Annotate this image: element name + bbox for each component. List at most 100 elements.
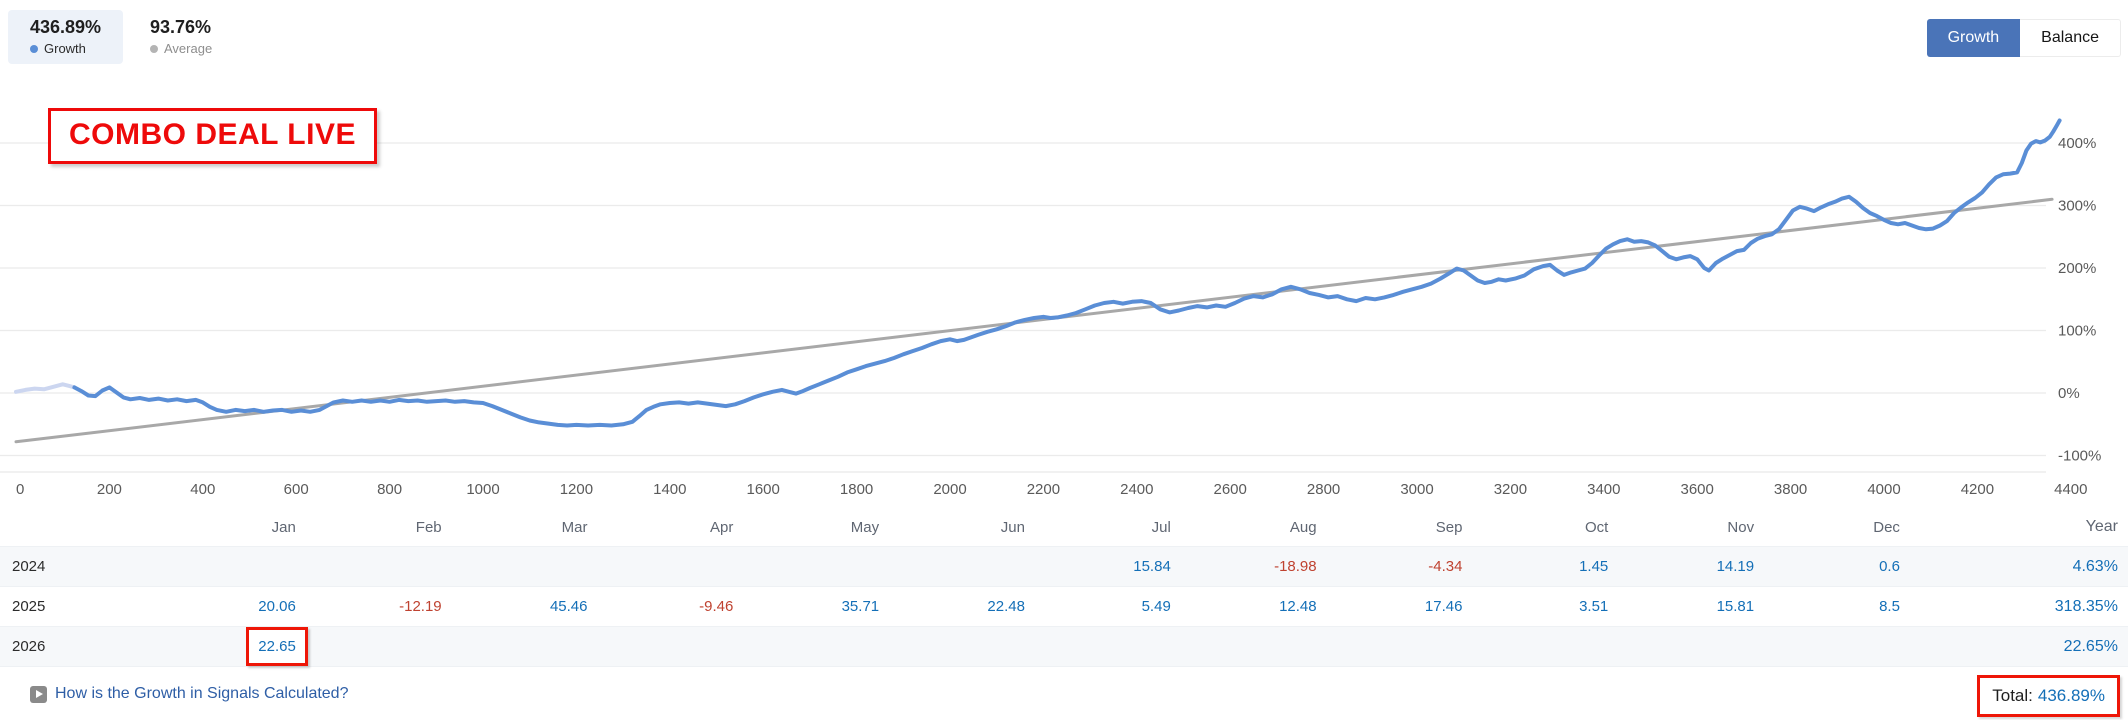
average-legend-dot-icon xyxy=(150,44,158,53)
month-value-cell: 8.5 xyxy=(1754,598,1900,615)
footer: How is the Growth in Signals Calculated?… xyxy=(0,666,2128,720)
x-axis-label: 3000 xyxy=(1400,481,1433,498)
combo-deal-annotation: COMBO DEAL LIVE xyxy=(48,108,377,164)
year-total-cell: 4.63% xyxy=(1900,558,2128,576)
total-growth-box: Total: 436.89% xyxy=(1977,675,2120,717)
x-axis-label: 2200 xyxy=(1027,481,1060,498)
month-value: -18.98 xyxy=(1274,558,1317,575)
month-value-cell: 12.48 xyxy=(1171,598,1317,615)
x-axis-label: 800 xyxy=(377,481,402,498)
row-year-label: 2024 xyxy=(12,558,46,575)
month-header-cell: Sep xyxy=(1435,518,1463,536)
month-value: 35.71 xyxy=(841,598,880,615)
growth-chart: 400% 300% 200% 100% 0% -100% 0 200 400 600 800 1000… xyxy=(0,118,2101,498)
highlight-red-box: 22.65 xyxy=(246,627,308,666)
total-value: 436.89% xyxy=(2037,686,2105,705)
growth-stat-label: Growth xyxy=(44,41,86,56)
month-value-cell: -4.34 xyxy=(1317,558,1463,575)
x-axis-label: 3200 xyxy=(1494,481,1527,498)
month-value: 22.48 xyxy=(987,598,1025,615)
y-axis-label: 200% xyxy=(2058,260,2096,277)
month-header-cell: May xyxy=(850,518,880,536)
x-axis-label: 3800 xyxy=(1774,481,1807,498)
balance-button[interactable]: Balance xyxy=(2020,19,2121,57)
month-value: 15.84 xyxy=(1133,558,1171,575)
year-total-value: 22.65% xyxy=(2063,637,2118,655)
month-value: 0.6 xyxy=(1879,558,1900,575)
month-header-cell: Aug xyxy=(1289,518,1317,536)
x-axis-label: 1400 xyxy=(653,481,686,498)
month-header-row: Jan Feb Mar Apr May Jun Jul Aug Sep Oct Nov Dec Year xyxy=(0,508,2128,546)
x-axis-label: 600 xyxy=(284,481,309,498)
table-row-2024: 2024 15.84 -18.98 -4.34 1.45 14.19 0.6 4.63% xyxy=(0,546,2128,586)
row-year-label: 2026 xyxy=(12,638,46,655)
month-value: 22.65 xyxy=(258,638,296,655)
total-label: Total: xyxy=(1992,686,2033,705)
growth-calculation-help-link[interactable]: How is the Growth in Signals Calculated? xyxy=(30,685,348,703)
month-value-cell: -9.46 xyxy=(587,598,733,615)
month-value-cell: 5.49 xyxy=(1025,598,1171,615)
month-value: 14.19 xyxy=(1716,558,1755,575)
x-axis-label: 0 xyxy=(16,481,24,498)
series-trend xyxy=(14,197,2054,444)
growth-stat-tab[interactable]: 436.89% Growth xyxy=(8,10,124,64)
x-axis-label: 3600 xyxy=(1681,481,1714,498)
x-axis-label: 4200 xyxy=(1961,481,1994,498)
x-axis-label: 400 xyxy=(190,481,215,498)
month-header-cell: Jun xyxy=(1000,518,1025,536)
chart-mode-toggle: Growth Balance xyxy=(1926,19,2121,57)
x-axis-label: 1800 xyxy=(840,481,873,498)
series-pale-start xyxy=(14,382,77,394)
average-stat-label: Average xyxy=(164,41,213,56)
month-value: 15.81 xyxy=(1716,598,1755,615)
y-axis-label: 400% xyxy=(2058,135,2096,152)
month-header-cell: Jan xyxy=(271,518,296,536)
growth-stat-value: 436.89% xyxy=(30,17,102,37)
month-value-cell: 3.51 xyxy=(1462,598,1608,615)
x-axis-label: 1600 xyxy=(747,481,780,498)
month-value-cell: 45.46 xyxy=(442,598,588,615)
month-value-cell: 17.46 xyxy=(1317,598,1463,615)
month-value: 12.48 xyxy=(1279,598,1317,615)
month-header-cell: Feb xyxy=(415,518,442,536)
month-value-cell: 20.06 xyxy=(150,598,296,615)
month-value-cell: 1.45 xyxy=(1462,558,1608,575)
growth-legend-dot-icon xyxy=(30,44,38,53)
month-value: 8.5 xyxy=(1879,598,1900,615)
help-link-label: How is the Growth in Signals Calculated? xyxy=(55,685,349,702)
month-header-cell: Nov xyxy=(1727,518,1755,536)
month-value: -12.19 xyxy=(399,598,442,615)
month-header-cell: Apr xyxy=(709,518,734,536)
month-header-cell: Dec xyxy=(1873,518,1900,536)
month-value-cell: -18.98 xyxy=(1171,558,1317,575)
table-row-2026: 2026 22.65 22.65% xyxy=(0,626,2128,666)
series-growth xyxy=(72,118,2062,428)
growth-button[interactable]: Growth xyxy=(1926,19,2021,57)
average-stat-tab[interactable]: 93.76% Average xyxy=(128,10,234,64)
month-value: 20.06 xyxy=(258,598,296,615)
y-axis-label: 100% xyxy=(2058,323,2096,340)
month-value: -9.46 xyxy=(699,598,734,615)
month-value: 45.46 xyxy=(549,598,588,615)
month-value: -4.34 xyxy=(1428,558,1463,575)
year-total-cell: 22.65% xyxy=(1900,638,2128,656)
month-value-cell: 22.48 xyxy=(879,598,1025,615)
x-axis-label: 2600 xyxy=(1214,481,1247,498)
month-value: 1.45 xyxy=(1579,558,1609,575)
month-value-cell: 0.6 xyxy=(1754,558,1900,575)
x-axis-label: 200 xyxy=(97,481,122,498)
x-axis-label: 3400 xyxy=(1587,481,1620,498)
month-value-cell: 14.19 xyxy=(1608,558,1755,575)
month-value: 3.51 xyxy=(1579,598,1609,615)
yearly-returns-table: 2024 15.84 -18.98 -4.34 1.45 14.19 0.6 4.63% 202… xyxy=(0,546,2128,666)
y-axis-label: -100% xyxy=(2058,448,2101,465)
month-value: 17.46 xyxy=(1424,598,1463,615)
year-total-value: 4.63% xyxy=(2072,557,2118,575)
month-value: 5.49 xyxy=(1141,598,1171,615)
month-value-cell: 15.84 xyxy=(1025,558,1171,575)
x-axis-label: 1200 xyxy=(560,481,593,498)
month-header-cell: Oct xyxy=(1584,518,1609,536)
average-stat-value: 93.76% xyxy=(150,17,212,37)
x-axis-label: 4000 xyxy=(1867,481,1900,498)
month-value-cell: 35.71 xyxy=(733,598,880,615)
